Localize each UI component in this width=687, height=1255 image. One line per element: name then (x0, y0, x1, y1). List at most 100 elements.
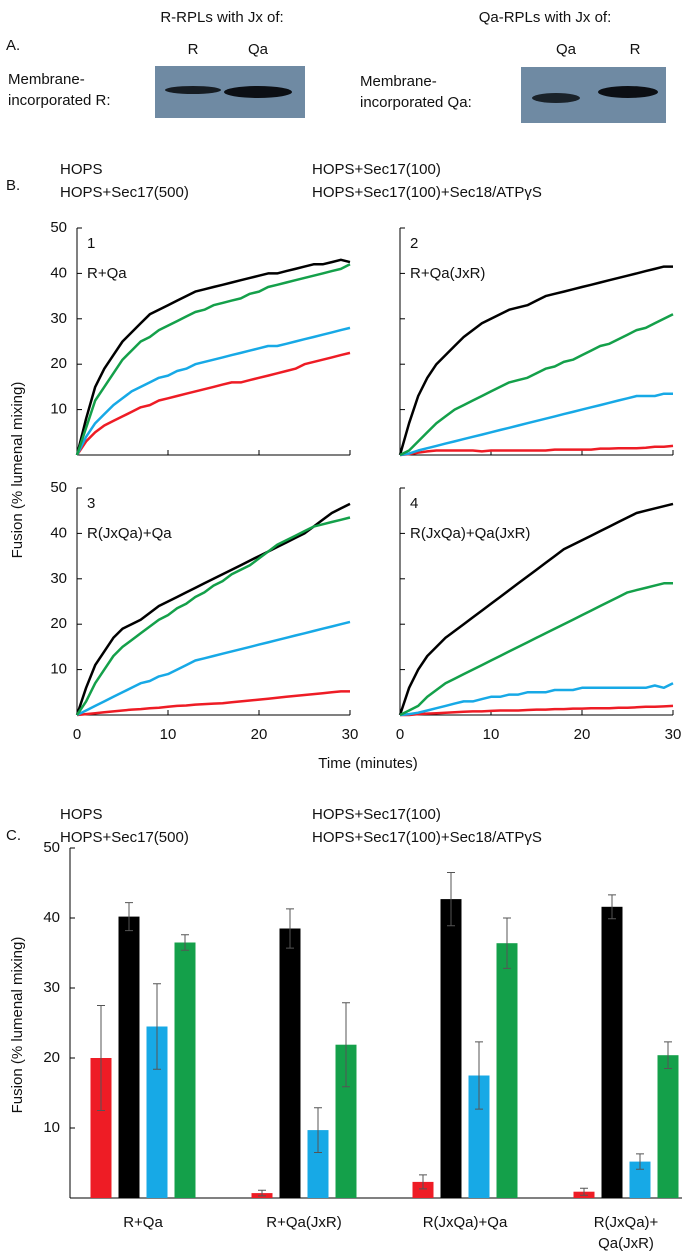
legend-entry: HOPS+Sec17(100) (312, 161, 441, 178)
line-series (398, 265, 673, 456)
line-series (75, 516, 351, 716)
x-tick-label: 30 (665, 726, 682, 743)
panel-label: C. (6, 827, 21, 844)
line-series (75, 351, 351, 456)
error-bar (286, 908, 294, 949)
error-bar (608, 894, 616, 920)
error-bar (636, 1153, 644, 1170)
y-tick-label: 50 (43, 839, 60, 856)
error-bar (258, 1189, 266, 1197)
row-label: incorporated Qa: (360, 94, 472, 111)
blot-band (532, 93, 580, 103)
bar (335, 1044, 357, 1198)
bar (440, 899, 462, 1198)
y-tick-label: 50 (50, 219, 67, 236)
x-tick-label: 0 (73, 726, 81, 743)
subplot-annotation: R(JxQa)+Qa (87, 525, 172, 542)
error-bar (181, 934, 189, 951)
panel-label: A. (6, 37, 20, 54)
legend-entry: HOPS+Sec17(100) (312, 806, 441, 823)
bar (146, 1026, 168, 1198)
error-bar (475, 1041, 483, 1110)
blot-title: R-RPLs with Jx of: (160, 9, 283, 26)
x-tick-label: R+Qa(JxR) (266, 1214, 342, 1231)
x-tick-label: 20 (574, 726, 591, 743)
blot-band (598, 86, 658, 98)
bar (90, 1058, 112, 1198)
line-series (399, 392, 673, 457)
y-tick-label: 30 (43, 979, 60, 996)
y-axis-label: Fusion (% lumenal mixing) (9, 382, 26, 559)
legend-entry: HOPS+Sec17(500) (60, 184, 189, 201)
lane-label: R (630, 41, 641, 58)
subplot-label: 2 (410, 235, 418, 252)
y-axis-label: Fusion (% lumenal mixing) (9, 937, 26, 1114)
y-tick-label: 30 (50, 570, 67, 587)
line-series (399, 582, 673, 717)
x-tick-label: R(JxQa)+Qa (422, 1214, 508, 1231)
y-tick-label: 10 (50, 401, 67, 418)
error-bar (447, 872, 455, 927)
y-tick-label: 20 (43, 1049, 60, 1066)
line-series (399, 313, 674, 457)
row-label: Membrane- (360, 73, 437, 90)
line-series (75, 258, 351, 456)
x-tick-label: 0 (396, 726, 404, 743)
legend-entry: HOPS+Sec17(500) (60, 829, 189, 846)
error-bar (664, 1041, 672, 1069)
legend-entry: HOPS (60, 806, 103, 823)
line-series (399, 444, 674, 457)
line-series (76, 690, 350, 717)
legend-entry: HOPS+Sec17(100)+Sec18/ATPγS (312, 184, 542, 201)
error-bar (342, 1002, 350, 1088)
legend-entry: HOPS+Sec17(100)+Sec18/ATPγS (312, 829, 542, 846)
x-tick-label: 20 (251, 726, 268, 743)
subplot-label: 4 (410, 495, 418, 512)
line-series (399, 682, 674, 717)
legend-entry: HOPS (60, 161, 103, 178)
error-bar (153, 983, 161, 1070)
error-bar (97, 1005, 105, 1111)
error-bar (503, 917, 511, 969)
bar (601, 906, 623, 1198)
lane-label: R (188, 41, 199, 58)
bar (412, 1181, 434, 1198)
blot-band (224, 86, 292, 98)
lane-label: Qa (556, 41, 577, 58)
error-bar (580, 1187, 588, 1196)
y-tick-label: 20 (50, 355, 67, 372)
bar (629, 1161, 651, 1198)
bar (468, 1075, 490, 1198)
line-series (400, 704, 674, 717)
line-series (398, 502, 674, 716)
y-tick-label: 20 (50, 615, 67, 632)
x-tick-label: 10 (160, 726, 177, 743)
row-label: Membrane- (8, 71, 85, 88)
error-bar (419, 1174, 427, 1190)
y-tick-label: 50 (50, 479, 67, 496)
subplot-annotation: R+Qa (87, 265, 127, 282)
bar (174, 942, 196, 1198)
lane-label: Qa (248, 41, 269, 58)
row-label: incorporated R: (8, 92, 111, 109)
line-series (76, 620, 351, 717)
subplot-annotation: R+Qa(JxR) (410, 265, 485, 282)
x-tick-label: R(JxQa)+ Qa(JxR) (593, 1214, 659, 1252)
y-tick-label: 40 (50, 524, 67, 541)
y-tick-label: 10 (50, 661, 67, 678)
line-series (75, 326, 351, 456)
bar (118, 916, 140, 1198)
subplot-label: 1 (87, 235, 95, 252)
y-tick-label: 40 (50, 264, 67, 281)
panel-label: B. (6, 177, 20, 194)
x-tick-label: R+Qa (123, 1214, 163, 1231)
error-bar (125, 902, 133, 932)
bar (496, 943, 518, 1198)
bar (307, 1130, 329, 1198)
y-tick-label: 10 (43, 1119, 60, 1136)
x-axis-label: Time (minutes) (318, 755, 417, 772)
subplot-annotation: R(JxQa)+Qa(JxR) (410, 525, 530, 542)
y-tick-label: 40 (43, 909, 60, 926)
bar (279, 928, 301, 1198)
